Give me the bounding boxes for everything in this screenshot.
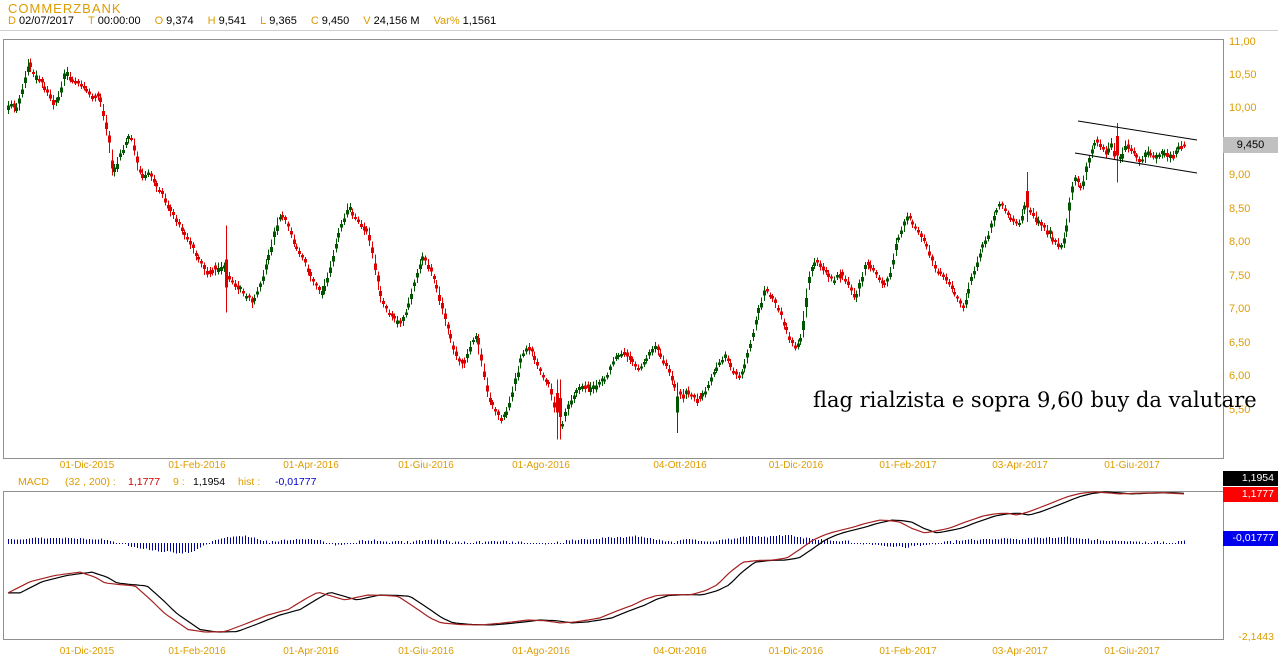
date-label: 03-Apr-2017 bbox=[992, 460, 1048, 471]
date-label: 01-Dic-2015 bbox=[59, 460, 115, 471]
price-axis-label: 6,50 bbox=[1229, 336, 1251, 349]
date-label: 01-Feb-2016 bbox=[168, 646, 226, 657]
ohlc-field-value: 9,450 bbox=[321, 15, 350, 27]
date-label: 01-Feb-2016 bbox=[168, 460, 226, 471]
ohlc-field-c: C 9,450 bbox=[311, 15, 349, 27]
price-axis-label: 5,50 bbox=[1229, 403, 1251, 416]
date-label: 01-Ago-2016 bbox=[512, 646, 570, 657]
date-label: 04-Ott-2016 bbox=[653, 460, 707, 471]
macd-header-segment: 1,1777 bbox=[128, 476, 161, 488]
ohlc-field-label: O bbox=[154, 15, 164, 27]
ohlc-row: D 02/07/2017 T 00:00:00 O 9,374 H 9,541 L 9,365 C 9… bbox=[8, 15, 510, 27]
ohlc-field-value: 1,1561 bbox=[462, 15, 497, 27]
macd-value-badge: 1,1777 bbox=[1223, 487, 1278, 502]
ohlc-field-label: V bbox=[363, 15, 371, 27]
price-axis-label: 11,00 bbox=[1229, 35, 1256, 48]
price-axis-label: 7,50 bbox=[1229, 269, 1251, 282]
price-axis-label: 8,00 bbox=[1229, 236, 1251, 249]
ohlc-field-label: C bbox=[310, 15, 319, 27]
date-label: 01-Dic-2016 bbox=[768, 460, 824, 471]
date-label: 01-Feb-2017 bbox=[879, 646, 937, 657]
ohlc-field-label: T bbox=[88, 15, 95, 27]
macd-panel-frame bbox=[3, 491, 1224, 640]
date-label: 01-Dic-2015 bbox=[59, 646, 115, 657]
date-label: 01-Ago-2016 bbox=[512, 460, 570, 471]
ohlc-field-value: 9,374 bbox=[166, 15, 194, 27]
macd-header-segment: 1,1954 bbox=[193, 476, 226, 488]
last-price-badge: 9,450 bbox=[1223, 137, 1278, 153]
ohlc-field-label: D bbox=[8, 15, 16, 27]
date-label: 01-Giu-2016 bbox=[398, 460, 454, 471]
chart-annotation: flag rialzista e sopra 9,60 buy da valut… bbox=[813, 388, 1257, 412]
price-axis-label: 10,50 bbox=[1229, 69, 1257, 81]
macd-header-segment: -0,01777 bbox=[275, 476, 317, 488]
ohlc-field-label: L bbox=[260, 15, 267, 27]
last-price-value: 9,450 bbox=[1236, 139, 1265, 151]
ohlc-field-value: 24,156 M bbox=[373, 15, 420, 27]
ohlc-field-label: Var% bbox=[433, 15, 460, 27]
ohlc-field-value: 00:00:00 bbox=[97, 15, 141, 27]
macd-hist-value-badge: -0,01777 bbox=[1223, 531, 1278, 546]
ohlc-field-o: O 9,374 bbox=[155, 15, 194, 27]
ohlc-field-t: T 00:00:00 bbox=[88, 15, 141, 27]
date-label: 04-Ott-2016 bbox=[653, 646, 707, 657]
ohlc-field-h: H 9,541 bbox=[208, 15, 246, 27]
ohlc-field-l: L 9,365 bbox=[260, 15, 297, 27]
macd-scale-min-label: -2,1443 bbox=[1238, 631, 1274, 643]
date-label: 01-Giu-2017 bbox=[1104, 460, 1160, 471]
symbol-title: COMMERZBANK bbox=[8, 1, 122, 16]
ohlc-field-var: Var% 1,1561 bbox=[434, 15, 497, 27]
date-label: 01-Apr-2016 bbox=[283, 460, 339, 471]
ohlc-field-value: 9,365 bbox=[269, 15, 297, 27]
date-label: 01-Feb-2017 bbox=[879, 460, 937, 471]
macd-signal-value-badge: 1,1954 bbox=[1223, 471, 1278, 486]
macd-header-segment: hist : bbox=[238, 476, 261, 488]
ohlc-field-value: 9,541 bbox=[218, 15, 247, 27]
ohlc-field-v: V 24,156 M bbox=[363, 15, 419, 27]
date-label: 03-Apr-2017 bbox=[992, 646, 1048, 657]
price-axis-label: 8,50 bbox=[1229, 202, 1251, 215]
price-axis-label: 7,00 bbox=[1229, 303, 1251, 316]
date-label: 01-Apr-2016 bbox=[283, 646, 339, 657]
date-label: 01-Dic-2016 bbox=[768, 646, 824, 657]
macd-header-segment: 9 : bbox=[173, 476, 185, 488]
ohlc-field-value: 02/07/2017 bbox=[18, 15, 75, 27]
ohlc-field-d: D 02/07/2017 bbox=[8, 15, 74, 27]
price-chart-frame bbox=[3, 39, 1224, 459]
date-label: 01-Giu-2017 bbox=[1104, 646, 1160, 657]
price-axis-label: 9,00 bbox=[1229, 169, 1251, 182]
price-axis-label: 6,00 bbox=[1229, 370, 1251, 382]
ohlc-field-label: H bbox=[207, 15, 216, 27]
macd-header-segment: (32 , 200) : bbox=[65, 476, 116, 488]
price-axis-label: 10,00 bbox=[1229, 102, 1257, 115]
macd-header-segment: MACD bbox=[18, 476, 49, 488]
header-separator bbox=[0, 30, 1278, 31]
date-label: 01-Giu-2016 bbox=[398, 646, 454, 657]
